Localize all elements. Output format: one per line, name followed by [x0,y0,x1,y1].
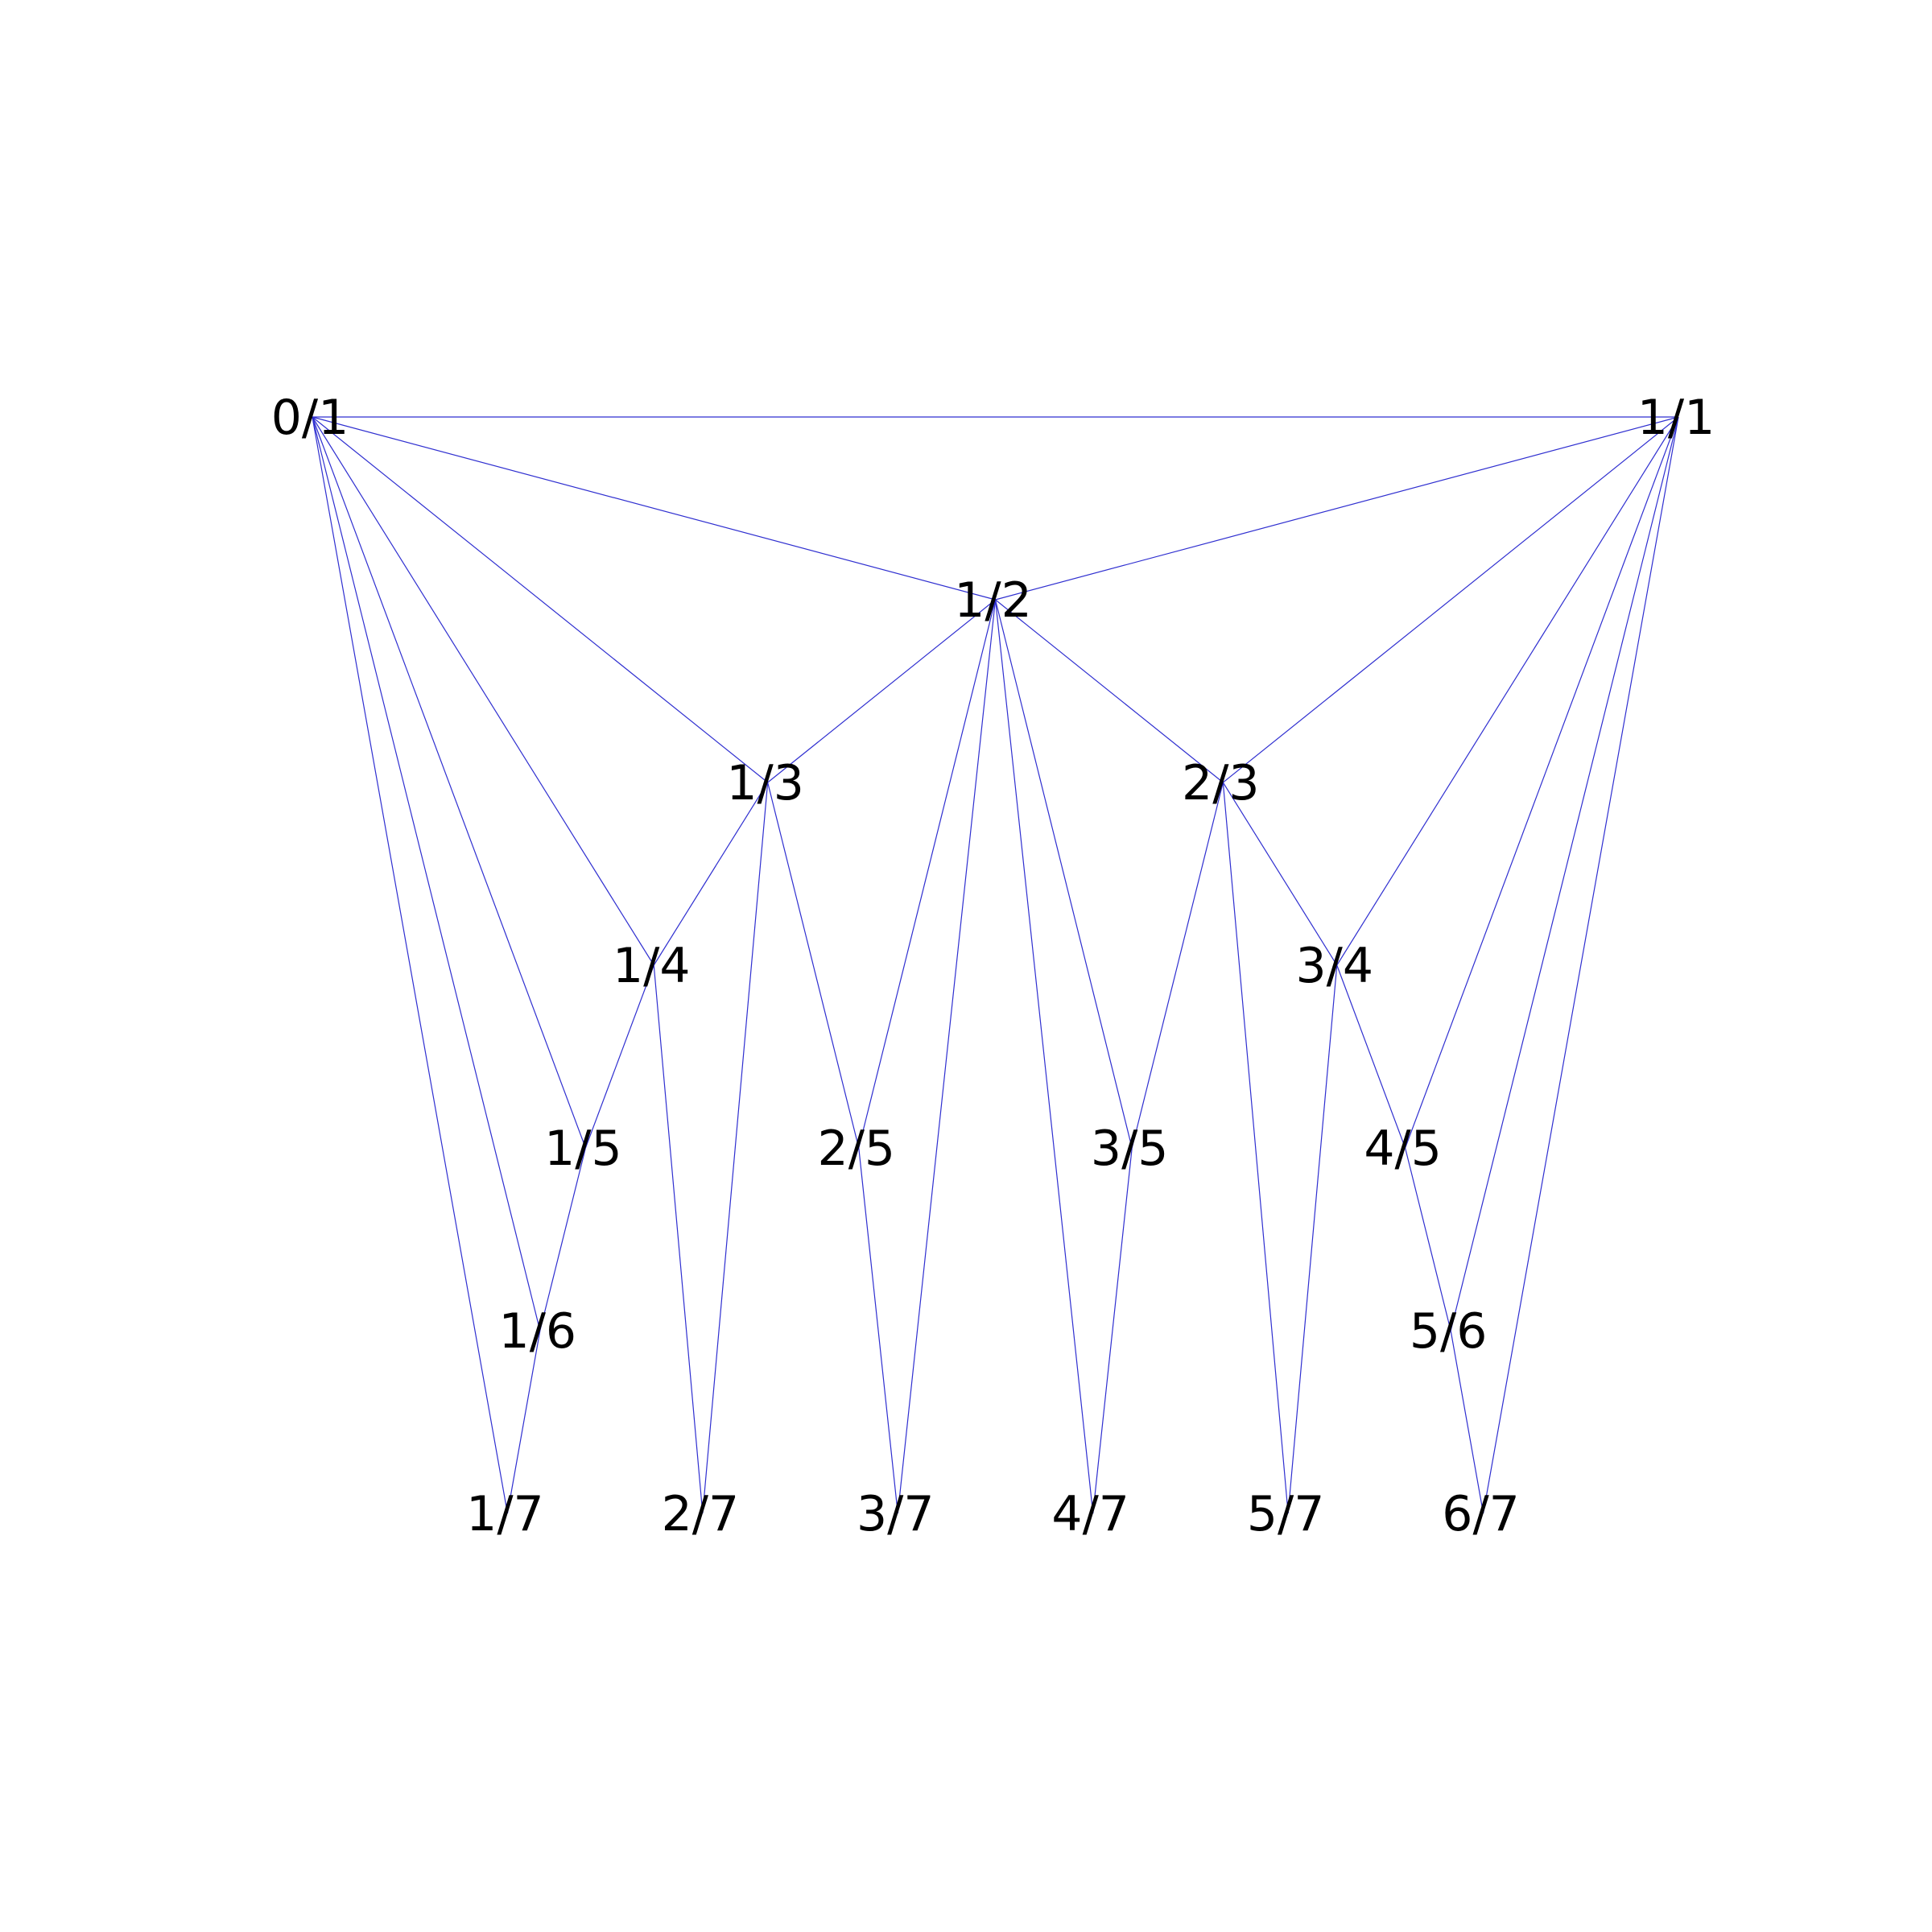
node-label-4-7: 4/7 [1051,1486,1129,1542]
edge-1-2-to-3-5 [994,599,1133,1149]
edge-1-1-to-1-2 [995,416,1679,601]
edges [312,416,1679,1514]
edge-2-3-to-3-5 [1131,782,1224,1149]
node-label-1-1: 1/1 [1637,390,1715,446]
node-label-1-6: 1/6 [499,1303,577,1360]
edge-1-2-to-3-7 [897,599,997,1514]
edge-1-1-to-6-7 [1482,416,1679,1514]
edge-0-1-to-1-5 [312,416,586,1149]
node-label-1-7: 1/7 [466,1486,544,1542]
edge-0-1-to-1-4 [312,416,654,966]
edge-2-3-to-5-7 [1222,782,1289,1514]
node-label-3-4: 3/4 [1295,938,1373,994]
node-label-3-5: 3/5 [1091,1121,1169,1177]
edge-1-4-to-1-5 [584,964,654,1149]
node-label-0-1: 0/1 [271,390,349,446]
node-label-1-3: 1/3 [726,755,804,811]
edge-2-5-to-3-7 [858,1147,898,1514]
edge-1-6-to-1-7 [506,1330,541,1514]
node-label-2-7: 2/7 [662,1486,740,1542]
edge-1-1-to-5-6 [1450,416,1679,1331]
edge-3-4-to-4-5 [1336,964,1406,1149]
node-labels: 0/1 1/1 1/2 1/3 2/3 1/4 3/4 1/5 2/5 3/5 4/5 1/6 5/6 1… [271,390,1715,1542]
node-label-4-5: 4/5 [1364,1121,1442,1177]
edge-4-5-to-5-6 [1405,1147,1451,1331]
edge-5-6-to-6-7 [1450,1330,1484,1514]
edge-2-3-to-3-4 [1222,782,1338,966]
edge-0-1-to-1-6 [312,416,541,1331]
node-label-1-5: 1/5 [544,1121,622,1177]
node-label-2-5: 2/5 [818,1121,896,1177]
edge-1-5-to-1-6 [539,1147,586,1331]
node-label-5-7: 5/7 [1247,1486,1325,1542]
edge-1-2-to-2-5 [858,599,997,1149]
edge-1-3-to-1-4 [653,782,769,966]
edge-1-1-to-4-5 [1405,416,1679,1149]
edge-1-2-to-1-3 [767,599,996,783]
edge-0-1-to-1-2 [312,416,996,601]
edge-1-1-to-2-3 [1222,416,1679,783]
edge-3-5-to-4-7 [1092,1147,1133,1514]
node-label-6-7: 6/7 [1442,1486,1520,1542]
node-label-1-2: 1/2 [954,572,1032,629]
node-label-2-3: 2/3 [1182,755,1260,811]
edge-0-1-to-1-7 [312,416,509,1514]
node-label-1-4: 1/4 [613,938,691,994]
edge-3-4-to-5-7 [1287,964,1338,1514]
edge-1-4-to-2-7 [653,964,704,1514]
edge-1-2-to-2-3 [995,599,1224,783]
edge-1-2-to-4-7 [994,599,1094,1514]
node-label-3-7: 3/7 [857,1486,935,1542]
edge-1-1-to-3-4 [1336,416,1679,966]
node-label-5-6: 5/6 [1410,1303,1488,1360]
edge-0-1-to-1-3 [312,416,769,783]
edge-1-3-to-2-5 [767,782,860,1149]
edge-1-3-to-2-7 [702,782,769,1514]
